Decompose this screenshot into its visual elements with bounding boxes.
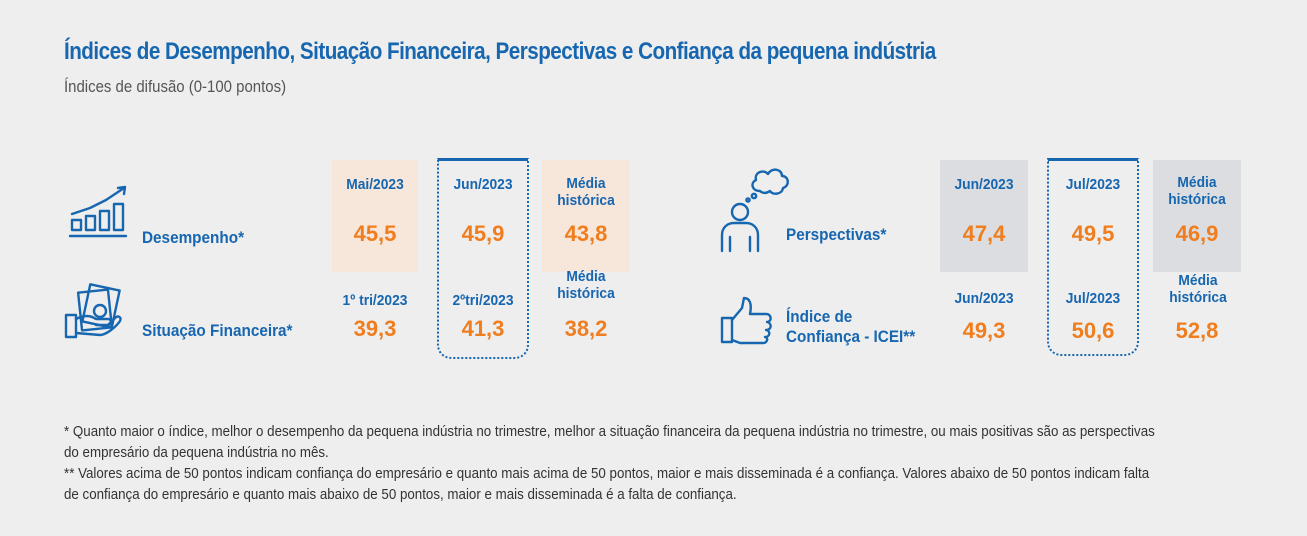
value-icei-media: 52,8	[1175, 318, 1219, 343]
column-bg-media-right	[1153, 160, 1241, 272]
highlight-column-current-right	[1047, 158, 1139, 356]
header-media-historica: Média histórica	[557, 175, 615, 209]
label-situacao-financeira: Situação Financeira*	[142, 321, 293, 340]
header-jun-2023-right: Jun/2023	[954, 176, 1014, 193]
column-bg-mai	[332, 160, 418, 272]
header-media-historica-right: Média histórica	[1168, 174, 1226, 208]
label-indice-de: Índice de	[786, 307, 853, 326]
thinking-person-icon	[720, 168, 789, 253]
footnotes: * Quanto maior o índice, melhor o desemp…	[64, 422, 1159, 506]
page-title: Índices de Desempenho, Situação Financei…	[64, 38, 936, 65]
page-subtitle: Índices de difusão (0-100 pontos)	[64, 77, 287, 96]
value-icei-jul: 50,6	[1071, 318, 1115, 343]
header-1-tri-2023: 1º tri/2023	[342, 292, 408, 309]
value-desempenho-mai: 45,5	[353, 221, 397, 246]
value-desempenho-jun: 45,9	[461, 221, 505, 246]
value-situacao-2tri: 41,3	[461, 316, 505, 341]
growth-chart-icon	[68, 185, 128, 238]
label-confianca-icei: Confiança - ICEI**	[786, 327, 916, 346]
highlight-column-current	[437, 158, 529, 359]
header-media-historica-2: Média histórica	[557, 268, 615, 302]
footnote-1: * Quanto maior o índice, melhor o desemp…	[64, 424, 1155, 461]
header-jun-2023: Jun/2023	[453, 176, 513, 193]
label-desempenho: Desempenho*	[142, 228, 245, 247]
thumbs-up-icon	[720, 296, 772, 345]
header-jul-2023: Jul/2023	[1065, 176, 1121, 193]
header-jun-2023-icei: Jun/2023	[954, 290, 1014, 307]
header-jul-2023-icei: Jul/2023	[1065, 290, 1121, 307]
header-2-tri-2023: 2ºtri/2023	[452, 292, 514, 309]
value-situacao-media: 38,2	[564, 316, 608, 341]
hand-money-icon	[64, 283, 122, 339]
header-media-historica-icei: Média histórica	[1169, 272, 1227, 306]
value-perspectivas-jul: 49,5	[1071, 221, 1115, 246]
column-bg-media	[542, 160, 630, 272]
value-perspectivas-media: 46,9	[1175, 221, 1219, 246]
value-perspectivas-jun: 47,4	[962, 221, 1006, 246]
value-icei-jun: 49,3	[962, 318, 1006, 343]
footnote-2: ** Valores acima de 50 pontos indicam co…	[64, 466, 1150, 503]
label-perspectivas: Perspectivas*	[786, 225, 887, 244]
column-bg-jun	[940, 160, 1028, 272]
header-mai-2023: Mai/2023	[346, 176, 404, 193]
value-desempenho-media: 43,8	[564, 221, 608, 246]
value-situacao-1tri: 39,3	[353, 316, 397, 341]
